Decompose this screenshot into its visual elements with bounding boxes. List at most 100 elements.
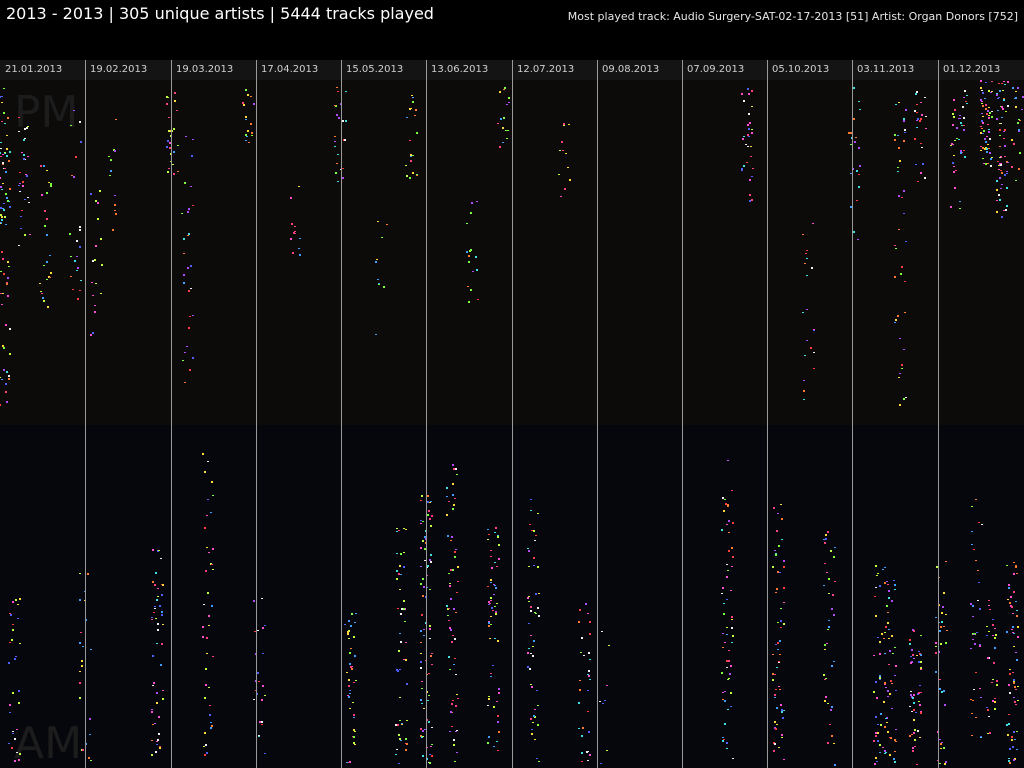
track-dot bbox=[783, 566, 785, 568]
track-dot bbox=[347, 631, 349, 633]
track-dot bbox=[80, 141, 82, 143]
track-dot bbox=[903, 190, 905, 192]
track-dot bbox=[885, 626, 887, 628]
track-dot bbox=[212, 495, 214, 496]
track-dot bbox=[824, 700, 826, 702]
track-dot bbox=[89, 734, 91, 735]
track-dot bbox=[742, 138, 744, 140]
track-dot bbox=[909, 643, 911, 645]
track-dot bbox=[0, 156, 2, 157]
track-dot bbox=[954, 140, 956, 141]
track-dot bbox=[910, 662, 912, 664]
track-dot bbox=[396, 570, 398, 572]
track-dot bbox=[351, 613, 353, 615]
track-dot bbox=[981, 113, 983, 114]
track-dot bbox=[162, 584, 164, 586]
track-dot bbox=[153, 612, 155, 613]
track-dot bbox=[531, 729, 533, 730]
track-dot bbox=[488, 534, 490, 535]
track-dot bbox=[999, 157, 1001, 158]
track-dot bbox=[406, 117, 408, 118]
track-dot bbox=[980, 736, 982, 737]
track-dot bbox=[583, 655, 585, 656]
track-dot bbox=[1013, 633, 1015, 634]
track-dot bbox=[859, 165, 861, 167]
track-dot bbox=[781, 539, 783, 540]
track-dot bbox=[494, 585, 496, 586]
track-dot bbox=[973, 549, 975, 550]
track-dot bbox=[470, 289, 472, 291]
track-dot bbox=[1016, 659, 1018, 661]
track-dot bbox=[50, 185, 52, 187]
track-dot bbox=[978, 582, 980, 583]
track-dot bbox=[3, 273, 5, 275]
track-dot bbox=[859, 109, 861, 110]
track-dot bbox=[451, 641, 453, 643]
track-dot bbox=[187, 235, 189, 236]
track-dot bbox=[21, 152, 23, 153]
track-dot bbox=[726, 599, 728, 600]
track-dot bbox=[728, 520, 730, 522]
track-dot bbox=[724, 723, 726, 725]
track-dot bbox=[979, 645, 981, 647]
track-dot bbox=[336, 87, 338, 88]
track-dot bbox=[533, 557, 535, 559]
track-dot bbox=[723, 739, 725, 740]
track-dot bbox=[778, 662, 780, 663]
track-dot bbox=[73, 110, 75, 111]
track-dot bbox=[1004, 156, 1006, 157]
track-dot bbox=[1009, 673, 1011, 675]
track-dot bbox=[494, 532, 496, 533]
track-dot bbox=[8, 375, 10, 377]
track-dot bbox=[783, 759, 785, 760]
track-dot bbox=[355, 613, 357, 614]
track-dot bbox=[828, 626, 830, 628]
track-dot bbox=[775, 592, 777, 593]
track-dot bbox=[452, 483, 454, 485]
track-dot bbox=[897, 135, 899, 136]
track-dot bbox=[345, 120, 347, 122]
track-dot bbox=[1, 96, 3, 97]
track-dot bbox=[160, 558, 162, 559]
track-dot bbox=[1022, 96, 1024, 98]
track-dot bbox=[587, 674, 589, 675]
track-dot bbox=[488, 696, 490, 697]
track-dot bbox=[377, 279, 379, 280]
track-dot bbox=[569, 179, 571, 181]
track-dot bbox=[901, 197, 903, 198]
track-dot bbox=[508, 102, 510, 103]
track-dot bbox=[92, 332, 94, 334]
track-dot bbox=[79, 599, 81, 601]
track-dot bbox=[293, 232, 295, 234]
track-dot bbox=[873, 655, 875, 656]
track-dot bbox=[997, 98, 999, 99]
track-dot bbox=[412, 101, 414, 103]
track-dot bbox=[912, 654, 914, 656]
track-dot bbox=[1008, 684, 1010, 686]
track-dot bbox=[895, 248, 897, 249]
track-dot bbox=[245, 134, 247, 136]
track-dot bbox=[490, 616, 492, 617]
track-dot bbox=[726, 660, 728, 662]
track-dot bbox=[207, 592, 209, 594]
track-dot bbox=[449, 585, 451, 587]
track-dot bbox=[587, 690, 589, 691]
track-dot bbox=[376, 259, 378, 260]
track-dot bbox=[531, 733, 533, 735]
track-dot bbox=[0, 177, 1, 179]
track-dot bbox=[449, 731, 451, 732]
track-dot bbox=[903, 213, 905, 214]
track-dot bbox=[1016, 573, 1018, 574]
track-dot bbox=[24, 199, 26, 200]
track-dot bbox=[994, 701, 996, 703]
track-dot bbox=[581, 735, 583, 737]
track-dot bbox=[499, 146, 501, 148]
track-dot bbox=[996, 93, 998, 94]
track-dot bbox=[493, 584, 495, 585]
track-dot bbox=[183, 253, 185, 254]
track-dot bbox=[1015, 704, 1017, 705]
track-dot bbox=[783, 710, 785, 711]
track-dot bbox=[396, 578, 398, 580]
track-dot bbox=[1004, 129, 1006, 131]
